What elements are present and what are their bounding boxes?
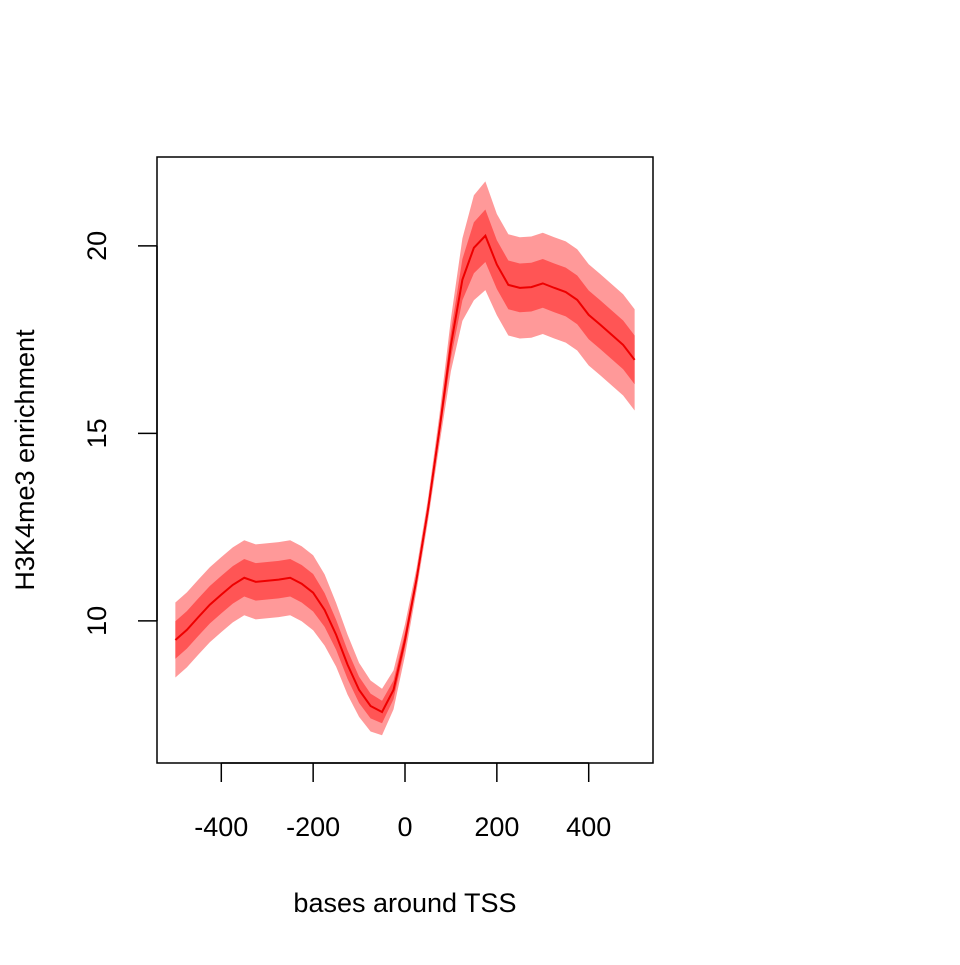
x-axis-label: bases around TSS bbox=[293, 888, 516, 918]
confidence-band bbox=[175, 209, 635, 724]
y-axis-label: H3K4me3 enrichment bbox=[10, 329, 40, 591]
x-tick-label: 200 bbox=[474, 812, 519, 842]
x-tick-label: -400 bbox=[194, 812, 248, 842]
plot-frame bbox=[156, 156, 654, 764]
x-tick-label: 400 bbox=[566, 812, 611, 842]
confidence-band bbox=[175, 181, 635, 736]
mean-line bbox=[174, 233, 636, 714]
x-tick-label: 0 bbox=[397, 812, 412, 842]
y-tick-label: 10 bbox=[82, 606, 112, 636]
y-tick-label: 20 bbox=[82, 231, 112, 261]
y-tick-label: 15 bbox=[82, 418, 112, 448]
x-tick-label: -200 bbox=[286, 812, 340, 842]
